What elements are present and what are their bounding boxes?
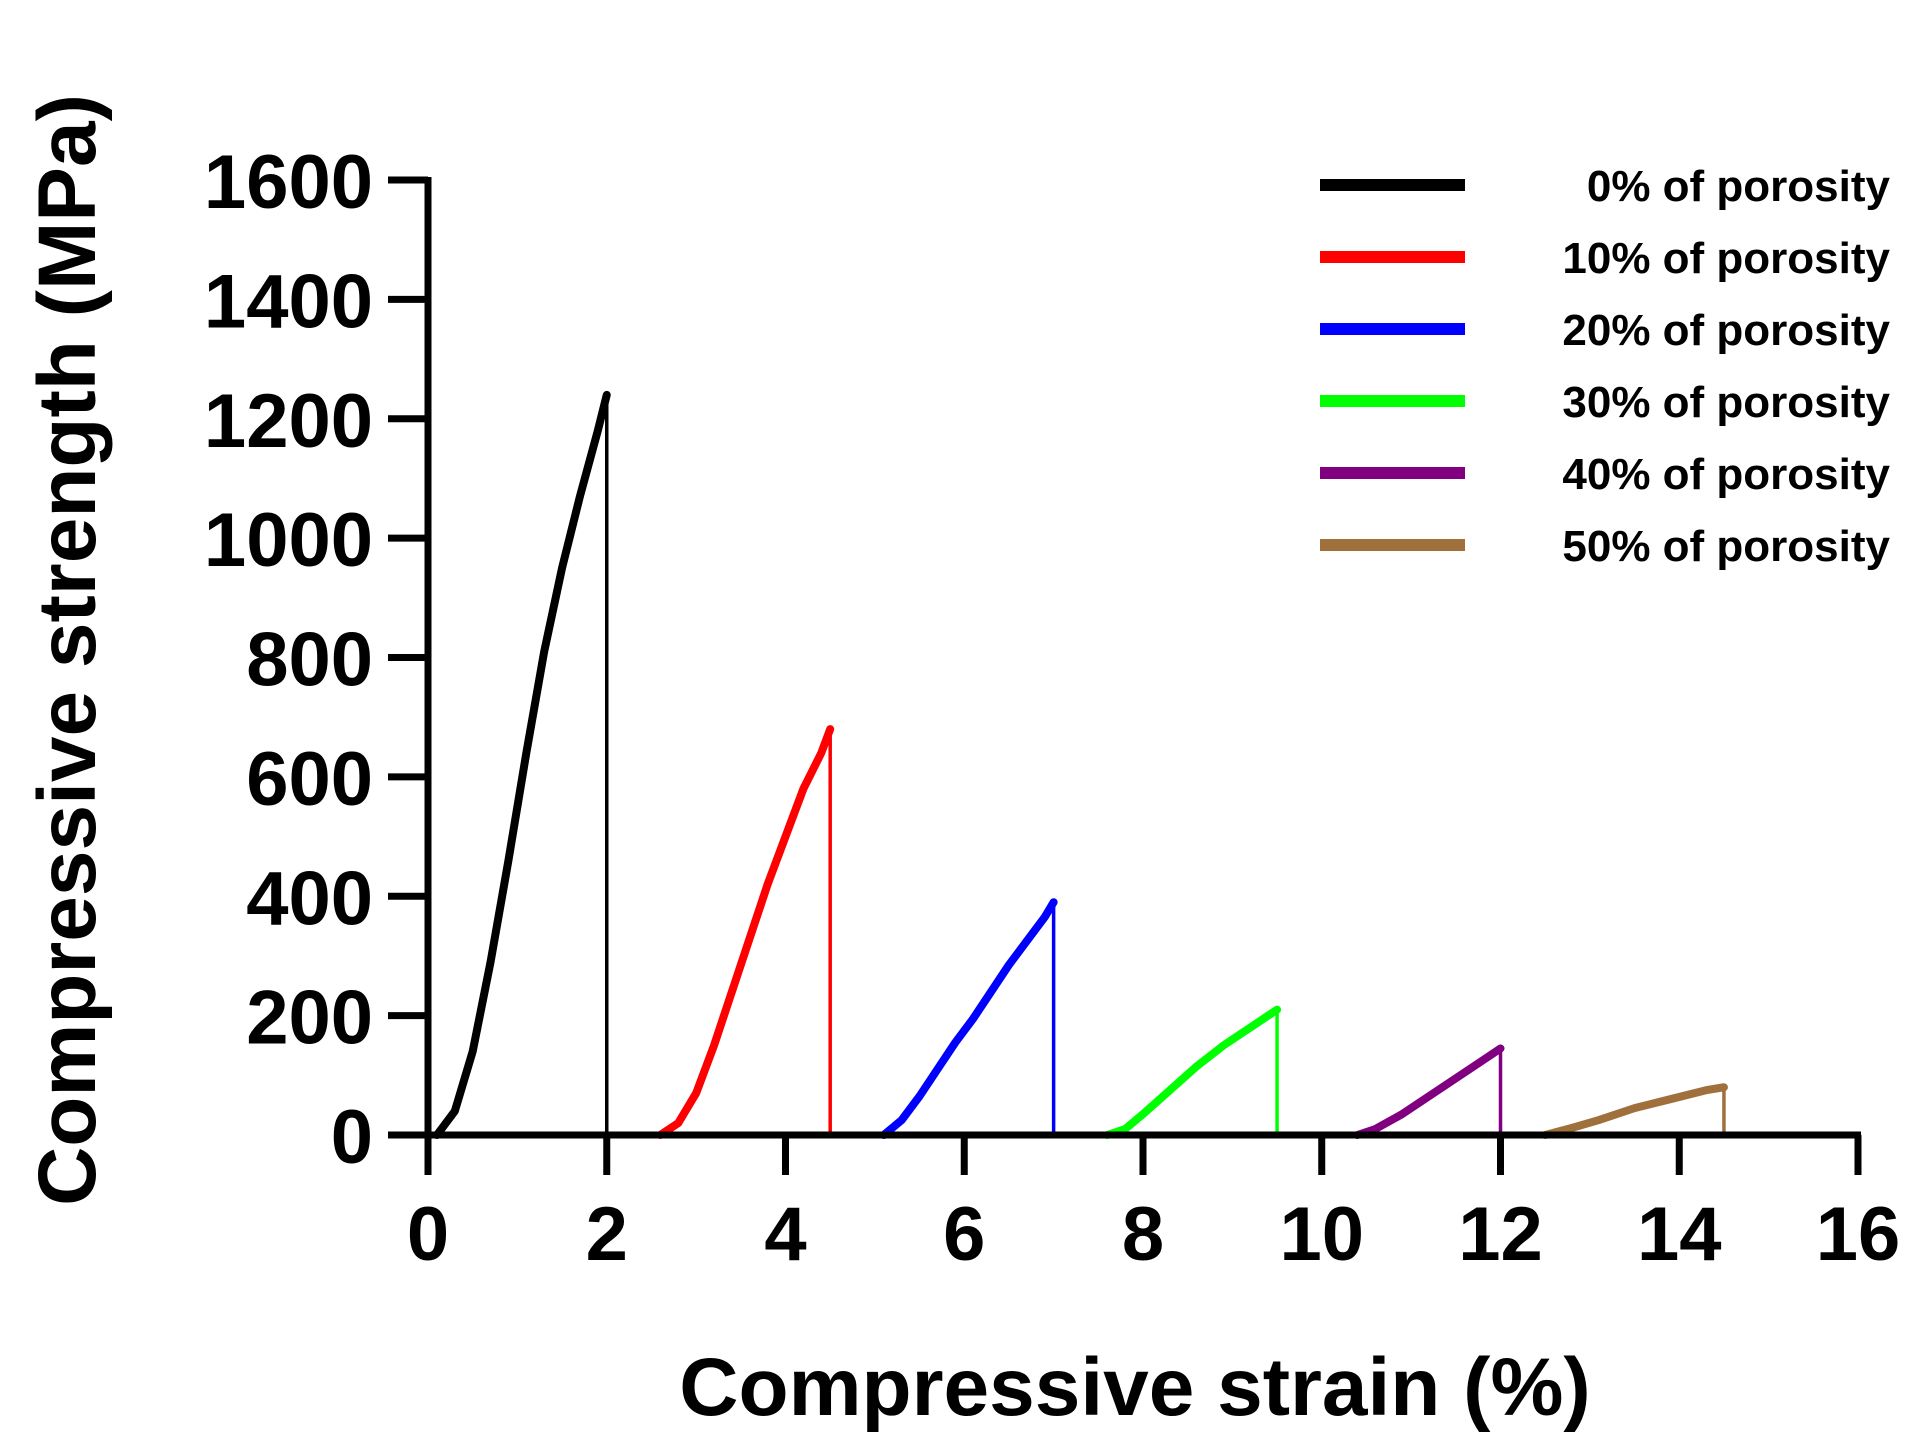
series-line-0: [432, 390, 611, 1139]
x-tick-label: 0: [407, 1192, 449, 1277]
x-axis-title: Compressive strain (%): [679, 1342, 1590, 1433]
x-ticks: 0 2 4 6 8 10 12 14 16: [407, 1135, 1900, 1277]
x-tick-label: 14: [1637, 1192, 1722, 1277]
legend-label: 50% of porosity: [1562, 522, 1890, 571]
legend-label: 20% of porosity: [1562, 306, 1890, 355]
series-line-3: [1103, 1005, 1282, 1139]
y-ticks: 0 200 400 600 800 1000 1200 1400 1600: [204, 140, 428, 1180]
y-axis-title: Compressive strength (MPa): [22, 94, 113, 1206]
y-tick-label: 0: [331, 1095, 373, 1180]
series-line-1: [656, 725, 835, 1139]
x-tick-label: 4: [764, 1192, 806, 1277]
series-layer: [432, 390, 1728, 1139]
x-tick-label: 10: [1279, 1192, 1364, 1277]
x-tick-label: 8: [1122, 1192, 1164, 1277]
legend-label: 0% of porosity: [1587, 162, 1891, 211]
y-tick-label: 1000: [204, 498, 373, 583]
legend-label: 10% of porosity: [1562, 234, 1890, 283]
legend-label: 30% of porosity: [1562, 378, 1890, 427]
series-line-2: [879, 898, 1058, 1139]
series-line-5: [1541, 1083, 1728, 1139]
y-tick-label: 400: [246, 856, 373, 941]
y-tick-label: 600: [246, 737, 373, 822]
y-tick-label: 200: [246, 976, 373, 1061]
y-tick-label: 1200: [204, 379, 373, 464]
x-tick-label: 16: [1816, 1192, 1901, 1277]
y-tick-label: 1400: [204, 259, 373, 344]
y-tick-label: 800: [246, 618, 373, 703]
x-tick-label: 6: [943, 1192, 985, 1277]
legend-label: 40% of porosity: [1562, 450, 1890, 499]
legend: 0% of porosity 10% of porosity 20% of poro…: [1320, 162, 1891, 571]
series-line-4: [1353, 1044, 1505, 1139]
y-axis-title-group: Compressive strength (MPa): [22, 94, 113, 1206]
y-tick-label: 1600: [204, 140, 373, 225]
x-tick-label: 2: [586, 1192, 628, 1277]
x-tick-label: 12: [1458, 1192, 1543, 1277]
